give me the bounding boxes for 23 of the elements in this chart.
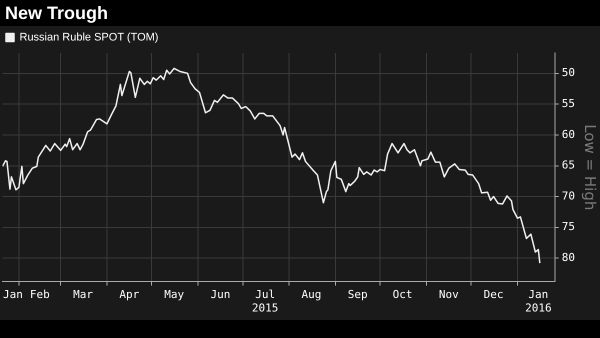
x-tick-label: Apr [119, 288, 140, 302]
y-tick-label: 65 [562, 158, 576, 172]
x-tick-label: Jun [210, 288, 230, 302]
x-tick-label: Jan [2, 288, 23, 302]
x-tick-label: Feb [30, 288, 50, 302]
y-tick-label: 80 [562, 251, 576, 264]
x-tick-label: Jan 2016 [525, 288, 552, 314]
x-tick-label: Dec [484, 288, 504, 302]
y-tick-label: 75 [562, 220, 576, 234]
chart-title: New Trough [4, 2, 109, 25]
x-tick-label: Sep [348, 288, 368, 302]
y-tick-label: 70 [562, 189, 576, 202]
x-tick-label: Mar [73, 288, 94, 302]
x-tick-label: Nov [438, 288, 460, 302]
y-tick-label: 50 [562, 66, 576, 80]
x-tick-label: Jul 2015 [252, 288, 278, 314]
x-tick-label: May [164, 288, 184, 302]
legend-label: Russian Ruble SPOT (TOM) [20, 32, 158, 44]
x-tick-label: Oct [392, 288, 412, 302]
y-axis-title: Low = High [581, 124, 600, 210]
y-tick-label: 60 [562, 128, 576, 141]
x-tick-label: Aug [302, 288, 322, 302]
y-tick-label: 55 [562, 97, 576, 110]
